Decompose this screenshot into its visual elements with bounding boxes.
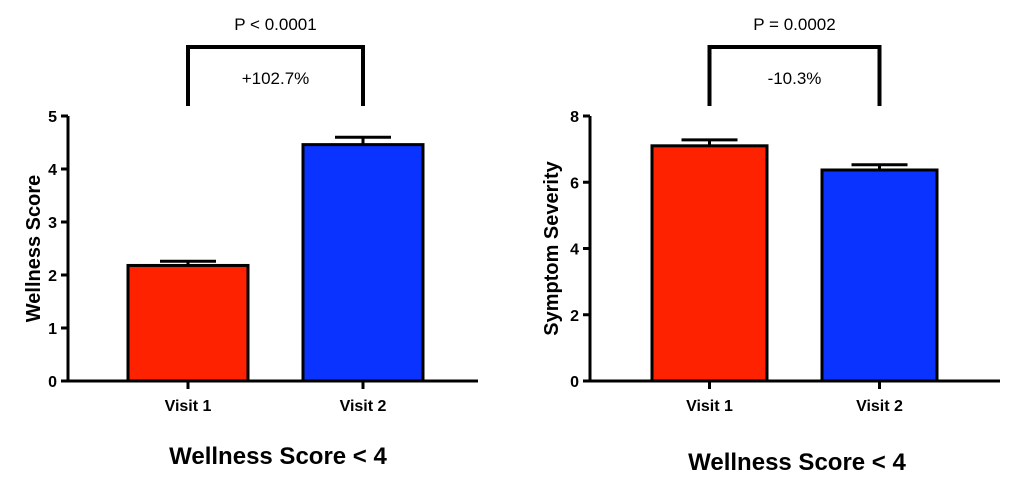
y-tick-label: 2 xyxy=(570,308,579,325)
significance-bracket xyxy=(186,45,365,106)
chart-subtitle: Wellness Score < 4 xyxy=(169,443,387,470)
y-axis-title: Symptom Severity xyxy=(541,160,563,335)
y-tick-label: 5 xyxy=(48,109,57,126)
chart-subtitle: Wellness Score < 4 xyxy=(688,449,906,476)
bar-visit-1 xyxy=(650,144,769,383)
y-tick-label: 0 xyxy=(570,374,579,391)
y-tick-label: 0 xyxy=(48,374,57,391)
bar-visit-2 xyxy=(820,168,939,383)
x-tick-label: Visit 1 xyxy=(165,398,212,415)
y-tick-label: 2 xyxy=(48,268,57,285)
y-tick-label: 6 xyxy=(570,175,579,192)
p-value-label: P = 0.0002 xyxy=(753,15,835,34)
x-tick-label: Visit 2 xyxy=(340,398,387,415)
y-tick-label: 8 xyxy=(570,109,579,126)
bar-visit-2 xyxy=(301,143,425,383)
y-tick-label: 4 xyxy=(570,242,579,259)
y-tick-label: 4 xyxy=(48,162,57,179)
y-axis-title: Wellness Score xyxy=(23,175,45,322)
y-tick-label: 3 xyxy=(48,215,57,232)
percent-change-label: +102.7% xyxy=(242,69,310,88)
x-tick-label: Visit 1 xyxy=(686,398,733,415)
significance-bracket xyxy=(707,45,882,106)
chart-1: 0 1 2 3 4 5 Visit 1 Visit 2 P < 0.0001 +102.7% Wel… xyxy=(23,15,478,470)
chart-2: 0 2 4 6 8 Visit 1 Visit 2 P = 0.0002 -10.3% Sympt… xyxy=(541,15,1000,476)
y-tick-label: 1 xyxy=(48,321,57,338)
x-tick-label: Visit 2 xyxy=(856,398,903,415)
bar-visit-1 xyxy=(126,263,250,383)
percent-change-label: -10.3% xyxy=(768,69,822,88)
p-value-label: P < 0.0001 xyxy=(234,15,316,34)
